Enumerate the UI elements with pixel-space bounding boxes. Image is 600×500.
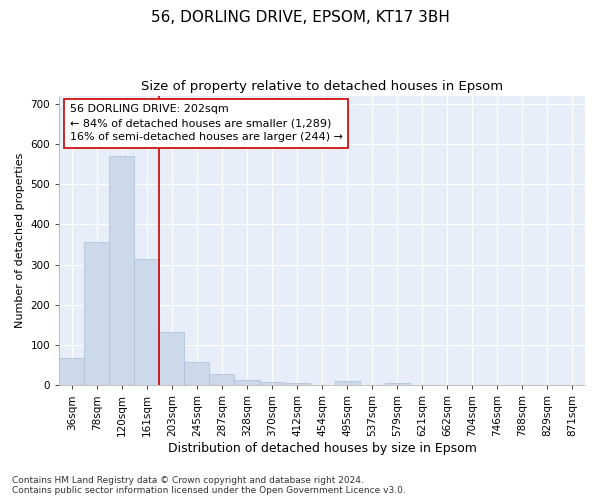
Bar [385, 384, 410, 386]
Bar [284, 384, 310, 386]
Title: Size of property relative to detached houses in Epsom: Size of property relative to detached ho… [141, 80, 503, 93]
Bar [59, 358, 84, 386]
Bar [335, 382, 359, 386]
X-axis label: Distribution of detached houses by size in Epsom: Distribution of detached houses by size … [167, 442, 476, 455]
Bar [84, 242, 109, 386]
Bar [260, 382, 284, 386]
Bar [184, 362, 209, 386]
Bar [134, 258, 160, 386]
Text: Contains HM Land Registry data © Crown copyright and database right 2024.
Contai: Contains HM Land Registry data © Crown c… [12, 476, 406, 495]
Bar [160, 332, 184, 386]
Bar [209, 374, 235, 386]
Text: 56, DORLING DRIVE, EPSOM, KT17 3BH: 56, DORLING DRIVE, EPSOM, KT17 3BH [151, 10, 449, 25]
Bar [109, 156, 134, 386]
Bar [235, 380, 260, 386]
Text: 56 DORLING DRIVE: 202sqm
← 84% of detached houses are smaller (1,289)
16% of sem: 56 DORLING DRIVE: 202sqm ← 84% of detach… [70, 104, 343, 142]
Y-axis label: Number of detached properties: Number of detached properties [15, 152, 25, 328]
